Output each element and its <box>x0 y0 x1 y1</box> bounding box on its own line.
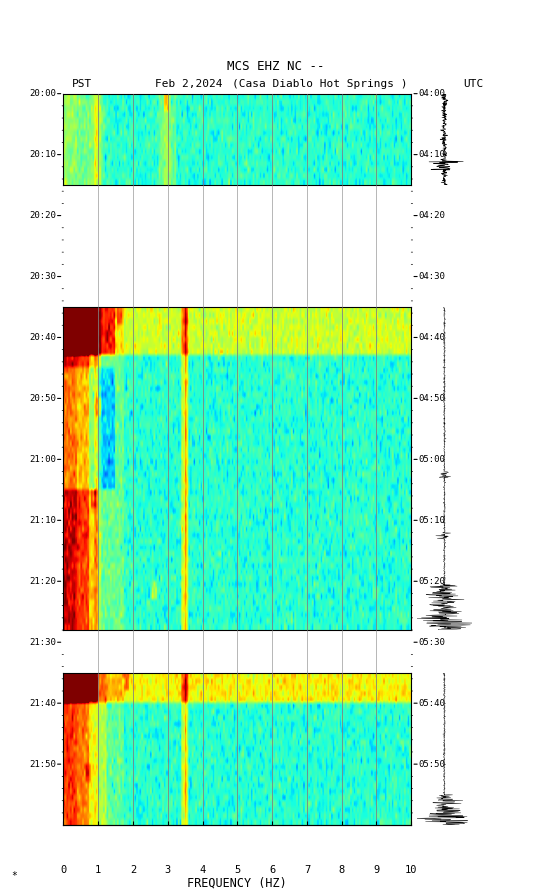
Text: 05:00: 05:00 <box>418 455 445 464</box>
Text: 20:40: 20:40 <box>30 333 56 342</box>
Text: 05:50: 05:50 <box>418 760 445 769</box>
Text: 05:40: 05:40 <box>418 698 445 707</box>
Text: 21:00: 21:00 <box>30 455 56 464</box>
Text: 20:50: 20:50 <box>30 394 56 403</box>
Text: 21:50: 21:50 <box>30 760 56 769</box>
Text: 21:20: 21:20 <box>30 577 56 586</box>
Text: 21:10: 21:10 <box>30 516 56 524</box>
Text: 20:00: 20:00 <box>30 89 56 98</box>
Text: 20:10: 20:10 <box>30 150 56 159</box>
Text: 04:40: 04:40 <box>418 333 445 342</box>
Text: 20:20: 20:20 <box>30 211 56 220</box>
Text: PST: PST <box>72 78 92 89</box>
Text: 05:20: 05:20 <box>418 577 445 586</box>
Text: 05:10: 05:10 <box>418 516 445 524</box>
Text: MCS EHZ NC --: MCS EHZ NC -- <box>227 61 325 73</box>
Text: 05:30: 05:30 <box>418 638 445 647</box>
Text: 04:20: 04:20 <box>418 211 445 220</box>
Text: 04:30: 04:30 <box>418 272 445 281</box>
Text: 20:30: 20:30 <box>30 272 56 281</box>
Text: UTC: UTC <box>464 78 484 89</box>
X-axis label: FREQUENCY (HZ): FREQUENCY (HZ) <box>188 877 287 889</box>
Text: 04:10: 04:10 <box>418 150 445 159</box>
Text: *: * <box>11 871 17 880</box>
Text: Feb 2,2024: Feb 2,2024 <box>155 78 222 89</box>
Text: 21:40: 21:40 <box>30 698 56 707</box>
Text: USGS: USGS <box>16 22 50 33</box>
Text: 04:50: 04:50 <box>418 394 445 403</box>
Text: 21:30: 21:30 <box>30 638 56 647</box>
Text: 04:00: 04:00 <box>418 89 445 98</box>
Text: (Casa Diablo Hot Springs ): (Casa Diablo Hot Springs ) <box>232 78 407 89</box>
